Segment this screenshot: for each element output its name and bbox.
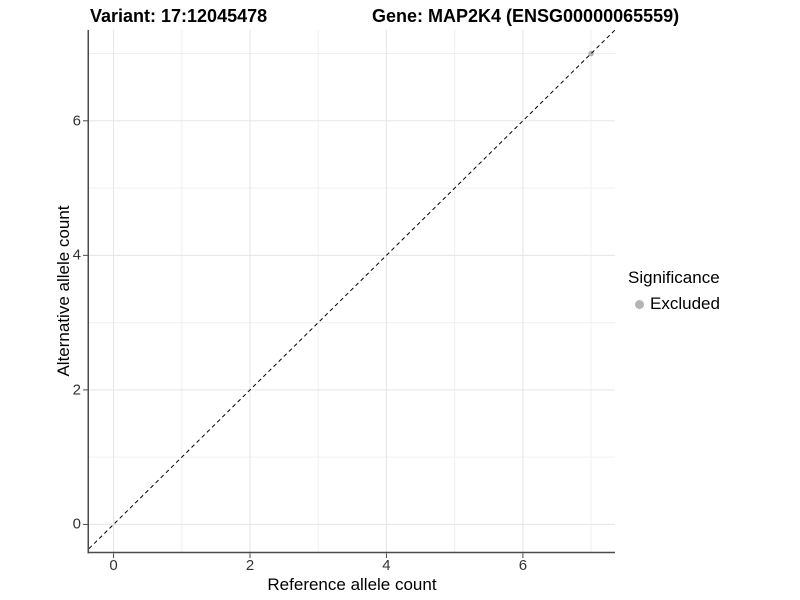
legend-item-label: Excluded bbox=[650, 294, 720, 313]
y-tick-label: 6 bbox=[72, 112, 81, 130]
x-tick-label: 6 bbox=[518, 557, 528, 574]
legend-title: Significance bbox=[628, 268, 720, 287]
legend: Significance Excluded bbox=[628, 268, 720, 314]
x-tick-label: 0 bbox=[109, 557, 118, 574]
identity-line bbox=[88, 29, 616, 549]
y-tick-label: 0 bbox=[72, 515, 81, 533]
y-tick-label: 4 bbox=[72, 246, 81, 264]
x-tick-label: 4 bbox=[382, 557, 391, 574]
y-axis-title: Alternative allele count bbox=[54, 205, 73, 377]
plot-title-gene: Gene: MAP2K4 (ENSG00000065559) bbox=[372, 6, 680, 26]
legend-item-excluded: Excluded bbox=[628, 294, 720, 314]
x-axis-title: Reference allele count bbox=[267, 575, 437, 594]
chart-panel: 0 2 4 6 0 2 4 6 bbox=[73, 29, 616, 574]
legend-point-icon bbox=[635, 299, 644, 309]
plot-title-variant: Variant: 17:12045478 bbox=[90, 6, 268, 26]
chart-panel-svg bbox=[83, 29, 616, 558]
y-tick-label: 2 bbox=[72, 381, 81, 399]
x-tick-label: 2 bbox=[245, 557, 255, 574]
